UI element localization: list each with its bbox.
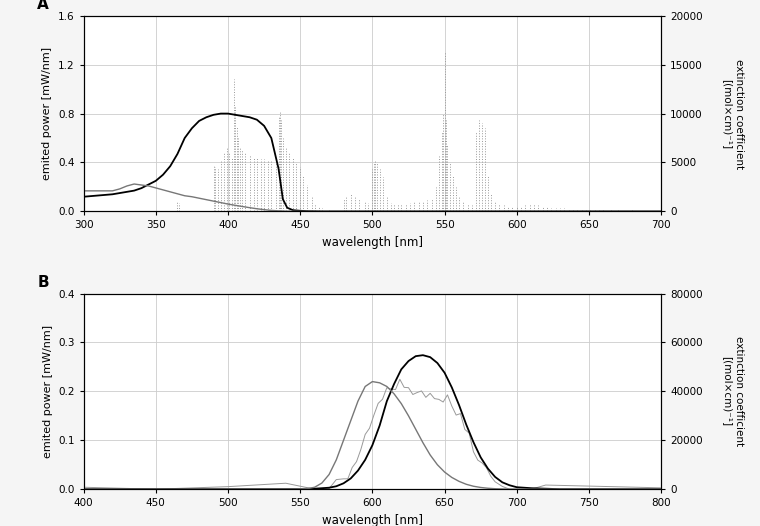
X-axis label: wavelength [nm]: wavelength [nm]	[322, 514, 423, 526]
Y-axis label: extinction coefficient
[(mol×cm)⁻¹]: extinction coefficient [(mol×cm)⁻¹]	[722, 336, 744, 447]
Text: B: B	[37, 275, 49, 290]
Y-axis label: emited power [mW/nm]: emited power [mW/nm]	[43, 325, 52, 458]
X-axis label: wavelength [nm]: wavelength [nm]	[322, 236, 423, 249]
Y-axis label: emited power [mW/nm]: emited power [mW/nm]	[43, 47, 52, 180]
Y-axis label: extinction coefficient
[(mol×cm)⁻¹]: extinction coefficient [(mol×cm)⁻¹]	[723, 58, 744, 169]
Text: A: A	[37, 0, 49, 12]
